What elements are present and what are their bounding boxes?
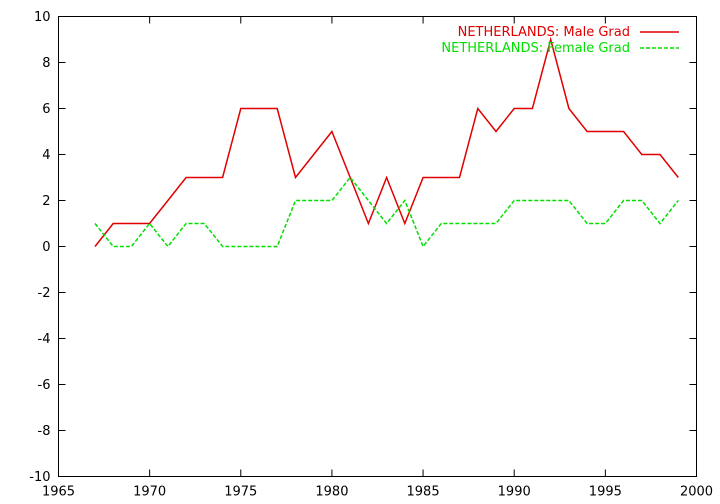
axis-ticks (58, 16, 697, 477)
y-tick-label: 0 (42, 240, 50, 255)
y-tick-label: 6 (42, 102, 50, 117)
axis-tick-labels: 1965 1970 1975 1980 1985 1990 1995 2000 -10 -8 -6 -… (29, 10, 713, 500)
plot-frame (58, 16, 697, 477)
x-tick-label: 1990 (498, 485, 531, 500)
x-tick-label: 1985 (407, 485, 440, 500)
y-tick-label: -4 (38, 332, 51, 347)
y-tick-label: 10 (34, 10, 51, 25)
y-tick-label: -10 (29, 470, 50, 485)
series-line-male-grad (94, 36, 679, 247)
series-line-female-grad (94, 176, 679, 248)
x-tick-label: 2000 (680, 485, 713, 500)
y-tick-label: -8 (38, 424, 51, 439)
x-tick-label: 1970 (133, 485, 166, 500)
y-tick-label: -2 (38, 286, 51, 301)
series-lines (94, 36, 679, 248)
y-tick-label: -6 (38, 378, 51, 393)
x-tick-label: 1975 (224, 485, 257, 500)
x-tick-label: 1995 (589, 485, 622, 500)
legend-label: NETHERLANDS: Female Grad (441, 41, 630, 56)
y-tick-label: 2 (42, 194, 50, 209)
y-tick-label: 8 (42, 56, 50, 71)
x-tick-label: 1965 (42, 485, 75, 500)
x-tick-label: 1980 (315, 485, 348, 500)
y-tick-label: 4 (42, 148, 50, 163)
legend-label: NETHERLANDS: Male Grad (458, 25, 630, 40)
